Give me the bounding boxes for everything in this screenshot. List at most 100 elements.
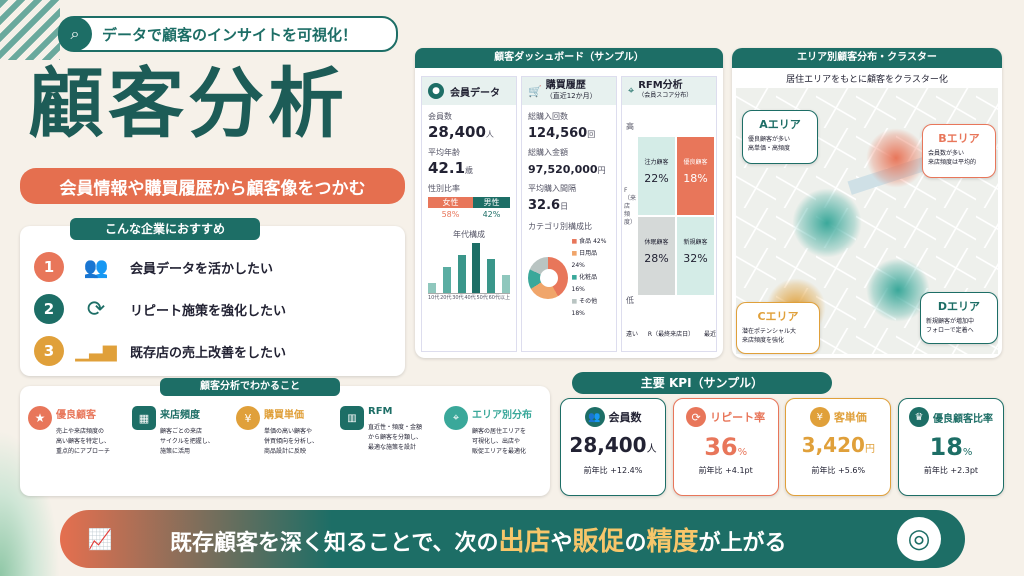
rfm-y-axis: F（来店頻度） [624,187,637,226]
rfm-cell-pct: 32% [683,252,708,265]
kpi-card-loyal-ratio: ♛ 優良顧客比率 18% 前年比 +2.3pt [897,398,1004,496]
interval-unit: 日 [560,202,569,211]
insight-desc: 直近性・頻度・金額 から顧客を分類し、 最適な施策を設計 [368,424,423,451]
rfm-cell-label: 優良顧客 [683,159,708,166]
rfm-cell-focus: 注力顧客 22% [638,137,675,215]
rfm-card: ⌖ RFM分析 （会員スコア分布） 高 F（来店頻度） 低 注力顧客 22% 優… [621,76,717,352]
cluster-d [866,258,930,322]
recommend-panel: こんな企業におすすめ 1 👥 会員データを活かしたい 2 ⟳ リピート施策を強化… [20,218,405,376]
kpi-unit: 円 [864,444,875,455]
category-pct: 18% [571,310,585,317]
rfm-cell-dormant: 休眠顧客 28% [638,217,675,295]
stripe-decoration-top-left [0,0,60,60]
age-bar [501,275,510,293]
insight-item: ⌖ エリア別分布顧客の居住エリアを 可視化し、出店や 販促エリアを最適化 [444,406,544,457]
age-tick: 40代 [464,295,476,301]
insight-item: ★ 優良顧客 売上や来店頻度の 高い顧客を特定し、 重点的にアプローチ [28,406,128,457]
area-b-desc: 会員数が多い 来店頻度は平均的 [928,150,977,166]
age-bar [428,283,436,293]
growth-chart-icon: ▁▃▆ [75,340,117,362]
subtitle-banner: 会員情報や購買履歴から顧客像をつかむ [20,168,405,204]
member-card: ● 会員データ 会員数 28,400人 平均年齢 42.1歳 性別比率 女性 男… [421,76,517,352]
insight-item: ▦ 来店頻度 顧客ごとの来店 サイクルを把握し、 施策に活用 [132,406,232,457]
recommend-item-2: 2 ⟳ リピート施策を強化したい [34,294,286,324]
rfm-y-high: 高 [626,122,634,131]
area-d-desc: 新規顧客が増加中 フォローで定着へ [926,318,975,334]
category-name: 化粧品 [579,274,598,281]
kpi-list: 👥 会員数 28,400人 前年比 +12.4% ⟳ リピート率 36% 前年比 +… [560,398,1004,496]
refresh-icon: ⟳ [86,296,106,322]
area-subtitle: 居住エリアをもとに顧客をクラスター化 [786,75,948,85]
insight-item: ▥ RFM 直近性・頻度・金額 から顧客を分類し、 最適な施策を設計 [340,406,440,457]
rfm-x-low: 遠い [626,331,639,338]
age-unit: 歳 [465,166,474,175]
insight-title: RFM [368,406,393,417]
insight-item: ¥ 購買単価 単価の高い顧客や 併買傾向を分析し、 商品設計に反映 [236,406,336,457]
footer-text: が上がる [698,530,787,556]
kpi-value: 18 [929,433,963,461]
gender-label: 性別比率 [428,184,460,193]
cluster-b [866,128,926,188]
category-pct: 42% [593,238,607,245]
rfm-cell-pct: 18% [683,172,708,185]
coins-icon: ¥ [809,407,830,427]
insight-desc: 売上や来店頻度の 高い顧客を特定し、 重点的にアプローチ [56,428,111,455]
footer-text: 既存顧客を深く知ることで、次の [170,530,499,556]
male-tag: 男性 [472,197,510,208]
purchase-count-label: 総購入回数 [528,112,568,121]
interval-label: 平均購入間隔 [528,184,576,193]
kpi-title: 主要 KPI（サンプル） [572,372,832,394]
category-donut-chart [528,257,568,299]
rfm-cell-label: 新規顧客 [683,239,708,246]
area-panel: エリア別顧客分布・クラスター 居住エリアをもとに顧客をクラスター化 Aエリア 優… [732,48,1002,358]
user-icon: ● [428,83,444,99]
purchase-count-unit: 回 [587,130,596,139]
area-b-title: Bエリア [938,132,980,145]
female-tag: 女性 [428,197,473,208]
area-b-callout: Bエリア 会員数が多い 来店頻度は平均的 [922,124,996,178]
rfm-x-axis: R（最終来店日） [647,331,695,338]
rfm-y-low: 低 [626,296,634,305]
kpi-yoy: 前年比 +5.6% [811,466,866,475]
member-count-unit: 人 [485,130,494,139]
kpi-yoy: 前年比 +2.3pt [923,466,979,475]
category-pct: 24% [571,262,585,269]
rfm-cell-label: 注力顧客 [644,159,669,166]
member-count: 28,400 [428,123,486,141]
insight-title: 購買単価 [264,410,304,421]
rfm-cell-loyal: 優良顧客 18% [677,137,714,215]
kpi-card-members: 👥 会員数 28,400人 前年比 +12.4% [560,398,666,496]
footer-banner: 📈 既存顧客を深く知ることで、次の出店や販促の精度が上がる ◎ [60,510,965,568]
purchase-count: 124,560 [528,126,588,141]
kpi-label: 客単価 [833,411,867,424]
insights-list: ★ 優良顧客 売上や来店頻度の 高い顧客を特定し、 重点的にアプローチ ▦ 来店頻… [28,406,544,457]
area-d-title: Dエリア [937,300,981,313]
kpi-value: 36 [704,433,738,461]
repeat-icon: ⟳ [686,407,707,427]
cluster-a [792,188,862,258]
rfm-cell-label: 休眠顧客 [644,239,669,246]
dashboard-title: 顧客ダッシュボード（サンプル） [415,48,723,68]
insight-title: 優良顧客 [56,410,96,421]
area-a-desc: 優良顧客が多い 高単価・高頻度 [748,136,791,152]
insight-desc: 顧客の居住エリアを 可視化し、出店や 販促エリアを最適化 [472,428,527,455]
purchase-amount-unit: 円 [597,166,606,175]
location-pin-icon: ⌖ [444,406,468,430]
insights-panel: 顧客分析でわかること ★ 優良顧客 売上や来店頻度の 高い顧客を特定し、 重点的に… [20,378,550,496]
age-tick: 50代 [476,295,488,301]
rfm-cell-new: 新規顧客 32% [677,217,714,295]
footer-highlight: 精度 [646,526,699,557]
cart-icon: 🛒 [528,84,542,98]
magnifier-user-icon: ⌕ [58,17,92,51]
insight-title: エリア別分布 [472,410,532,421]
purchase-amount-label: 総購入金額 [528,148,568,157]
insights-title: 顧客分析でわかること [160,378,340,396]
age-label: 平均年齢 [428,148,460,157]
recommend-text: 既存店の売上改善をしたい [130,345,287,361]
recommend-title: こんな企業におすすめ [70,218,260,240]
rfm-x-high: 最近 [703,331,716,338]
insight-desc: 顧客ごとの来店 サイクルを把握し、 施策に活用 [160,428,214,455]
kpi-value: 3,420 [801,433,865,457]
interval-value: 32.6 [528,198,561,213]
dashboard-panel: 顧客ダッシュボード（サンプル） ● 会員データ 会員数 28,400人 平均年齢… [415,48,723,358]
